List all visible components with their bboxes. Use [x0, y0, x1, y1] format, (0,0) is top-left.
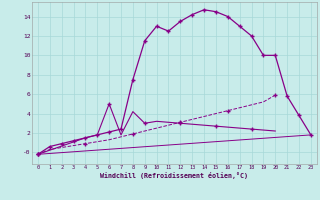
X-axis label: Windchill (Refroidissement éolien,°C): Windchill (Refroidissement éolien,°C) [100, 172, 248, 179]
